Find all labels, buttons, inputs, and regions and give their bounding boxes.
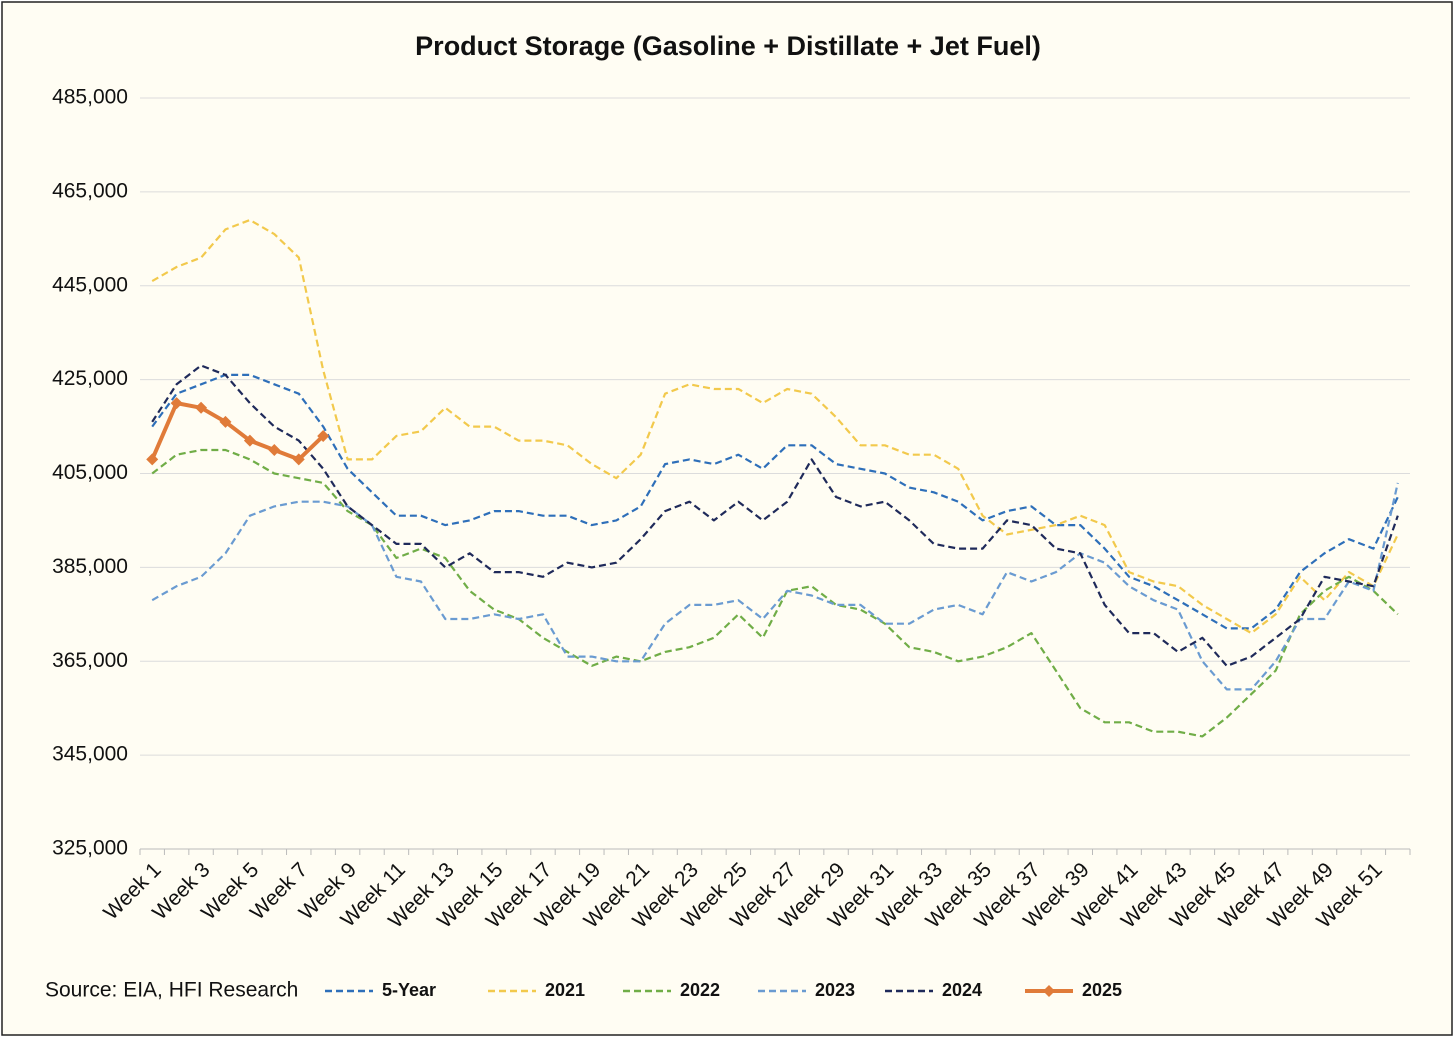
y-tick-label: 365,000	[52, 649, 128, 672]
y-tick-label: 425,000	[52, 367, 128, 390]
series-marker	[170, 397, 183, 410]
y-tick-label: 485,000	[52, 86, 128, 109]
legend-label: 5-Year	[382, 980, 436, 1000]
series-line	[151, 364, 1399, 667]
series-marker	[268, 444, 281, 457]
legend-label: 2023	[815, 980, 855, 1000]
series-marker	[243, 434, 256, 447]
legend-label: 2025	[1082, 980, 1122, 1000]
y-tick-label: 405,000	[52, 461, 128, 484]
series-marker	[146, 453, 159, 466]
y-tick-label: 325,000	[52, 837, 128, 860]
y-tick-label: 385,000	[52, 555, 128, 578]
series-marker	[195, 401, 208, 414]
series-line	[151, 448, 1399, 738]
y-tick-label: 345,000	[52, 743, 128, 766]
legend-marker	[1043, 985, 1055, 997]
series-marker	[292, 453, 305, 466]
series-marker	[219, 415, 232, 428]
series-line	[151, 373, 1399, 630]
legend-label: 2024	[942, 980, 982, 1000]
legend-label: 2021	[545, 980, 585, 1000]
chart-title: Product Storage (Gasoline + Distillate +…	[415, 31, 1041, 61]
series-line	[151, 218, 1399, 635]
y-tick-label: 445,000	[52, 273, 128, 296]
series-marker	[317, 429, 330, 442]
legend-label: 2022	[680, 980, 720, 1000]
source-note: Source: EIA, HFI Research	[45, 979, 298, 1002]
y-tick-label: 465,000	[52, 179, 128, 202]
